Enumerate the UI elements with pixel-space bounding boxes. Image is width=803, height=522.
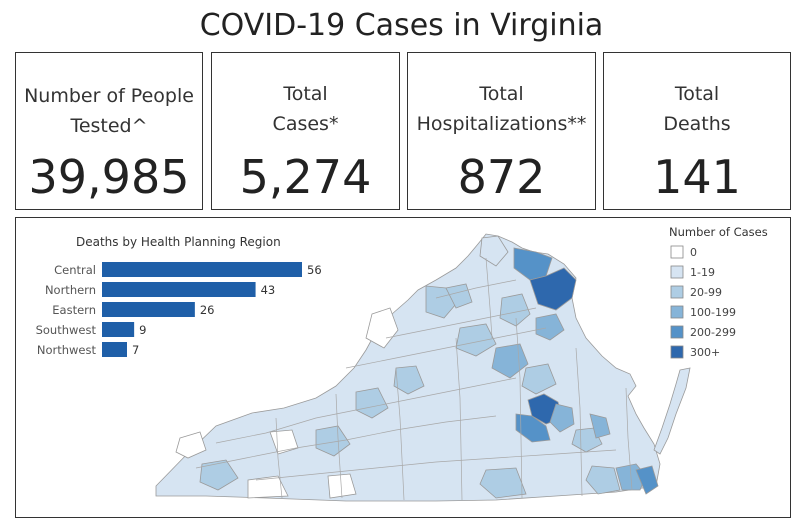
- bar: [102, 342, 127, 357]
- bar-value-label: 56: [307, 263, 322, 277]
- county-region: [199, 459, 239, 491]
- legend-label: 1-19: [690, 266, 715, 279]
- legend-label: 200-299: [690, 326, 736, 339]
- county-region: [445, 283, 473, 309]
- legend-label: 20-99: [690, 286, 722, 299]
- total-hospitalizations-label: Total Hospitalizations**: [416, 83, 587, 135]
- bar-value-label: 9: [139, 323, 146, 337]
- county-region: [571, 427, 603, 453]
- eastern-shore: [653, 367, 691, 455]
- total-deaths-label: Total Deaths: [663, 83, 731, 135]
- county-region: [635, 465, 659, 495]
- county-region: [479, 235, 509, 267]
- legend-label: 100-199: [690, 306, 736, 319]
- county-region: [535, 313, 565, 341]
- bar: [102, 262, 302, 277]
- map-panel-canvas: Deaths by Health Planning Region Central…: [36, 225, 768, 502]
- legend-title: Number of Cases: [669, 225, 768, 239]
- bar: [102, 302, 195, 317]
- county-region: [529, 267, 577, 311]
- bar-category-label: Northwest: [37, 343, 97, 357]
- county-region: [479, 467, 527, 499]
- county-region: [521, 363, 557, 395]
- county-region: [425, 285, 457, 319]
- county-region: [327, 473, 357, 499]
- county-region: [491, 343, 529, 379]
- bar: [102, 322, 135, 337]
- county-region: [175, 431, 207, 459]
- county-region: [515, 413, 551, 443]
- legend-swatch: [670, 345, 684, 359]
- legend-label: 300+: [690, 346, 720, 359]
- county-region: [247, 475, 289, 499]
- county-region: [355, 387, 389, 419]
- total-cases-card: Total Cases* 5,274: [211, 52, 400, 210]
- bar-value-label: 7: [132, 343, 139, 357]
- virginia-county-map: [155, 233, 691, 502]
- legend-swatch: [670, 305, 684, 319]
- legend-label: 0: [690, 246, 697, 259]
- bar-chart-title: Deaths by Health Planning Region: [76, 235, 281, 249]
- county-region: [499, 293, 531, 327]
- people-tested-label: Number of People Tested^: [24, 85, 194, 137]
- bar-value-label: 26: [200, 303, 215, 317]
- bar-category-label: Southwest: [36, 323, 97, 337]
- total-deaths-card: Total Deaths 141: [603, 52, 791, 210]
- total-cases-label: Total Cases*: [272, 83, 339, 135]
- bar-category-label: Northern: [45, 283, 96, 297]
- legend-swatch: [670, 245, 684, 259]
- bar-category-label: Central: [54, 263, 96, 277]
- bar-category-label: Eastern: [52, 303, 96, 317]
- total-hospitalizations-card: Total Hospitalizations** 872: [407, 52, 596, 210]
- page-title: COVID-19 Cases in Virginia: [199, 8, 604, 43]
- legend-swatch: [670, 325, 684, 339]
- county-region: [589, 413, 611, 439]
- total-deaths-value: 141: [653, 150, 741, 204]
- county-region: [585, 465, 621, 495]
- total-cases-value: 5,274: [239, 150, 372, 204]
- bar-value-label: 43: [261, 283, 276, 297]
- map-legend: Number of Cases 0 1-19 20-99 100-199 200-299…: [669, 225, 768, 359]
- legend-swatch: [670, 285, 684, 299]
- legend-swatch: [670, 265, 684, 279]
- county-region: [549, 403, 575, 433]
- county-region: [365, 307, 399, 349]
- bar: [102, 282, 256, 297]
- people-tested-value: 39,985: [28, 150, 190, 204]
- total-hospitalizations-value: 872: [457, 150, 546, 204]
- deaths-by-region-chart: Deaths by Health Planning Region Central…: [36, 235, 322, 357]
- people-tested-card: Number of People Tested^ 39,985: [15, 52, 203, 210]
- map-panel: Deaths by Health Planning Region Central…: [15, 217, 791, 518]
- county-region: [393, 365, 425, 395]
